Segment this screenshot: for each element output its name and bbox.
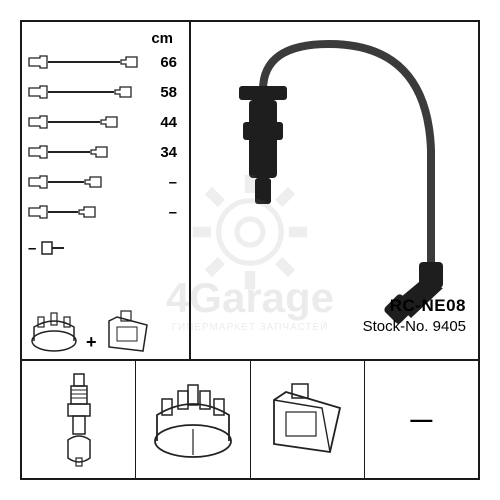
- dist-terminal-icon: [84, 175, 102, 189]
- wire-row: –: [28, 171, 183, 193]
- plug-boot-icon: [28, 207, 48, 217]
- plug-boot-icon: [28, 57, 48, 67]
- wire-row: 44: [28, 111, 183, 133]
- mini-coil-icon: [103, 309, 151, 353]
- wire-length: –: [149, 204, 183, 221]
- model-number: RC-NE08: [363, 296, 466, 316]
- dist-terminal-icon: [78, 205, 96, 219]
- cell-coil: [251, 361, 365, 478]
- ignition-coil-icon: [262, 380, 352, 460]
- dist-terminal-icon: [100, 115, 118, 129]
- wire-length: –: [149, 174, 183, 191]
- coil-lead-dash: –: [28, 240, 40, 257]
- wire-line: [48, 211, 78, 213]
- wire-row: 66: [28, 51, 183, 73]
- product-label: RC-NE08 Stock-No. 9405: [363, 296, 466, 335]
- distributor-cap-icon: [148, 375, 238, 465]
- cell-dash: —: [365, 361, 478, 478]
- wire-list-panel: cm 66 58 44 34 – – – +: [20, 20, 190, 360]
- wire-line: [48, 181, 84, 183]
- cap-plus-coil: +: [28, 305, 151, 353]
- coil-lead-icon: [40, 238, 66, 258]
- plug-boot-icon: [28, 117, 48, 127]
- wire-line: [48, 121, 100, 123]
- wire-line: [48, 61, 120, 63]
- plug-boot-icon: [28, 147, 48, 157]
- mini-distributor-cap-icon: [28, 305, 80, 353]
- cell-distributor-cap: [136, 361, 250, 478]
- dist-terminal-icon: [120, 55, 138, 69]
- cell-spark-plug: [22, 361, 136, 478]
- plug-boot-icon: [28, 87, 48, 97]
- stock-number: Stock-No. 9405: [363, 318, 466, 335]
- wire-line: [48, 151, 90, 153]
- plus-sign: +: [86, 332, 97, 353]
- diagram-frame: cm 66 58 44 34 – – – +: [20, 20, 480, 480]
- product-panel: RC-NE08 Stock-No. 9405: [190, 20, 480, 360]
- dash-placeholder: —: [410, 407, 432, 433]
- wire-row: 34: [28, 141, 183, 163]
- spark-plug-icon: [54, 370, 104, 470]
- wire-row: 58: [28, 81, 183, 103]
- bottom-icon-row: —: [20, 360, 480, 480]
- plug-boot-icon: [28, 177, 48, 187]
- length-header: cm: [28, 30, 183, 47]
- wire-length: 34: [149, 144, 183, 161]
- wire-length: 58: [149, 84, 183, 101]
- wire-length: 66: [149, 54, 183, 71]
- wire-length: 44: [149, 114, 183, 131]
- dist-terminal-icon: [114, 85, 132, 99]
- wire-row: –: [28, 201, 183, 223]
- dist-terminal-icon: [90, 145, 108, 159]
- coil-lead-row: –: [28, 237, 183, 259]
- wire-line: [48, 91, 114, 93]
